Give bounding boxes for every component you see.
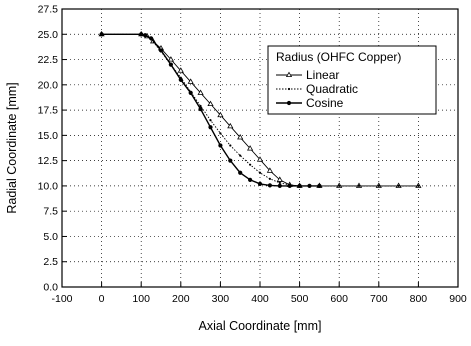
series [98, 30, 422, 189]
data-point [276, 176, 283, 182]
x-tick-label: 500 [291, 293, 309, 305]
data-point [99, 32, 104, 37]
data-point [277, 183, 282, 189]
x-tick-label: 400 [251, 293, 269, 305]
data-point [307, 183, 312, 189]
data-point [197, 89, 204, 95]
data-point [198, 106, 203, 112]
x-tick-label: 800 [410, 293, 428, 305]
data-point [297, 183, 302, 189]
data-point [178, 77, 183, 82]
data-point [256, 156, 264, 162]
series-cosine [99, 32, 322, 189]
y-tick-label: 12.5 [38, 155, 59, 167]
data-point [188, 90, 193, 96]
data-point [338, 184, 341, 188]
legend: Radius (OHFC Copper) LinearQuadraticCosi… [267, 45, 437, 115]
data-point [377, 184, 380, 188]
data-point [249, 163, 252, 166]
data-point [287, 183, 292, 189]
y-tick-label: 0.0 [43, 282, 58, 294]
x-axis-title: Axial Coordinate [mm] [199, 319, 322, 333]
legend-marker-quadratic [287, 87, 291, 91]
data-point [247, 145, 254, 151]
y-tick-label: 7.5 [43, 206, 58, 218]
y-tick-label: 2.5 [43, 256, 58, 268]
y-tick-label: 15.0 [38, 130, 59, 142]
data-point [208, 125, 213, 130]
y-tick-label: 25.0 [38, 29, 59, 41]
data-point [199, 104, 202, 108]
x-tick-label: -100 [51, 293, 72, 305]
data-point [158, 48, 164, 53]
data-point [238, 170, 243, 175]
data-point [258, 171, 262, 174]
data-point [167, 56, 174, 62]
data-point [268, 177, 271, 180]
data-point [267, 183, 272, 188]
x-tick-label: 600 [330, 293, 348, 305]
x-tick-label: 100 [132, 293, 150, 305]
data-point [149, 36, 154, 41]
data-point [219, 132, 222, 135]
y-tick-label: 22.5 [38, 54, 59, 66]
x-tick-label: 300 [212, 293, 230, 305]
data-point [207, 100, 214, 107]
axis-ticks: -100 0 100 200 300 400 500 600 700 800 900 0.0 2.5 5.… [38, 4, 467, 306]
data-point [187, 78, 194, 84]
data-point [317, 183, 322, 189]
data-point [357, 184, 361, 188]
legend-marker-linear [285, 71, 293, 77]
legend-label-cosine: Cosine [306, 96, 344, 110]
data-point [239, 154, 242, 157]
data-point [177, 67, 184, 73]
legend-label-quadratic: Quadratic [306, 82, 358, 96]
y-tick-label: 17.5 [38, 105, 59, 117]
data-point [278, 181, 281, 184]
legend-label-linear: Linear [306, 68, 339, 82]
data-point [229, 144, 232, 147]
data-point [218, 143, 223, 148]
data-point [209, 119, 212, 122]
x-tick-label: 200 [172, 293, 190, 305]
x-tick-label: 900 [449, 293, 467, 305]
data-point [139, 32, 144, 37]
data-point [143, 33, 148, 38]
data-point [397, 184, 400, 188]
x-tick-label: 0 [99, 293, 105, 305]
data-point [248, 177, 253, 182]
x-tick-label: 700 [370, 293, 388, 305]
data-point [228, 158, 233, 163]
y-tick-label: 27.5 [38, 4, 59, 16]
data-point [257, 181, 263, 186]
y-tick-label: 10.0 [38, 180, 59, 192]
y-tick-label: 20.0 [38, 79, 59, 91]
data-point [227, 122, 234, 129]
legend-marker-cosine [286, 100, 292, 106]
y-tick-label: 5.0 [43, 231, 58, 243]
data-point [237, 133, 244, 140]
data-point [168, 62, 173, 67]
y-axis-title: Radial Coordinate [mm] [5, 82, 19, 213]
data-point [417, 184, 420, 188]
data-point [266, 167, 273, 173]
legend-title: Radius (OHFC Copper) [276, 50, 401, 64]
data-point [217, 111, 224, 118]
